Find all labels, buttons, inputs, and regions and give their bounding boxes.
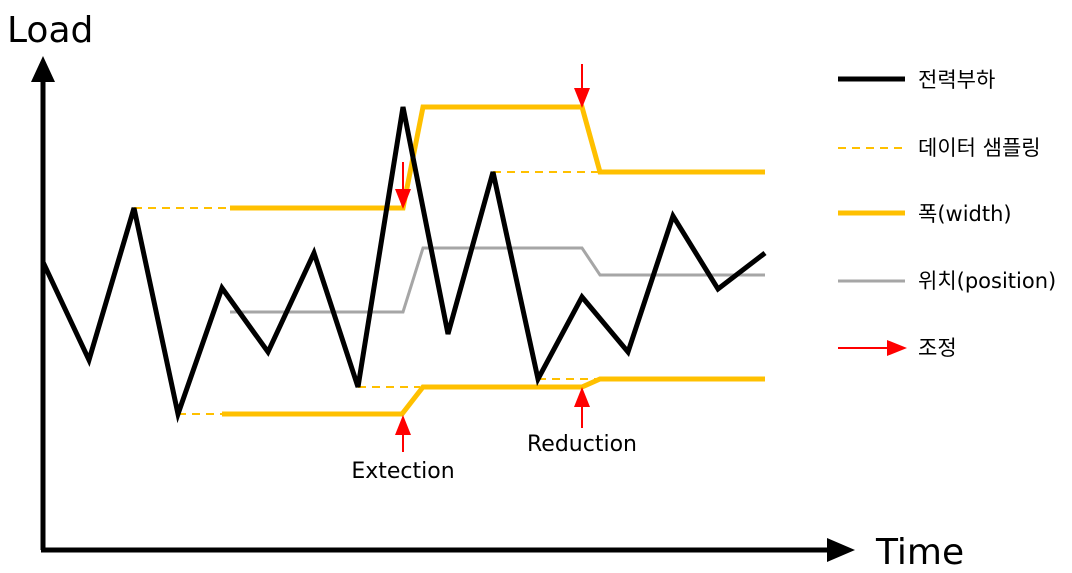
legend-item-sampling: 데이터 샘플링 [838,136,1041,160]
legend-red-arrow-icon [887,340,907,356]
adjust-arrow-lower-expansion [395,415,411,452]
legend-label-load: 전력부하 [918,68,995,92]
reduction-label: Reduction [527,432,637,457]
legend-label-position: 위치(position) [918,269,1056,293]
adjust-arrow-lower-reduction [574,387,590,428]
y-axis-arrowhead [31,56,55,82]
adjust-arrow-upper-top [574,64,590,108]
axes [31,56,855,562]
expansion-label: Extection [351,459,454,484]
legend-item-position: 위치(position) [838,269,1056,293]
legend-label-adjust: 조정 [918,336,957,360]
width-lower-bound [222,376,765,417]
legend: 전력부하 데이터 샘플링 폭(width) 위치(position) 조정 [838,68,1056,360]
legend-item-width: 폭(width) [838,202,1012,226]
width-upper-bound [230,104,765,211]
legend-item-load: 전력부하 [838,68,995,92]
legend-label-width: 폭(width) [918,202,1012,226]
data-sampling-lines [134,171,600,415]
x-axis-title: Time [875,532,964,573]
power-load-line [40,106,767,424]
position-line [230,246,765,314]
x-axis-arrowhead [827,538,855,562]
adjustment-arrows [395,64,590,452]
legend-label-sampling: 데이터 샘플링 [918,136,1041,160]
legend-item-adjust: 조정 [838,336,957,360]
y-axis-title: Load [7,10,93,51]
adjust-arrow-upper-mid [395,162,411,209]
